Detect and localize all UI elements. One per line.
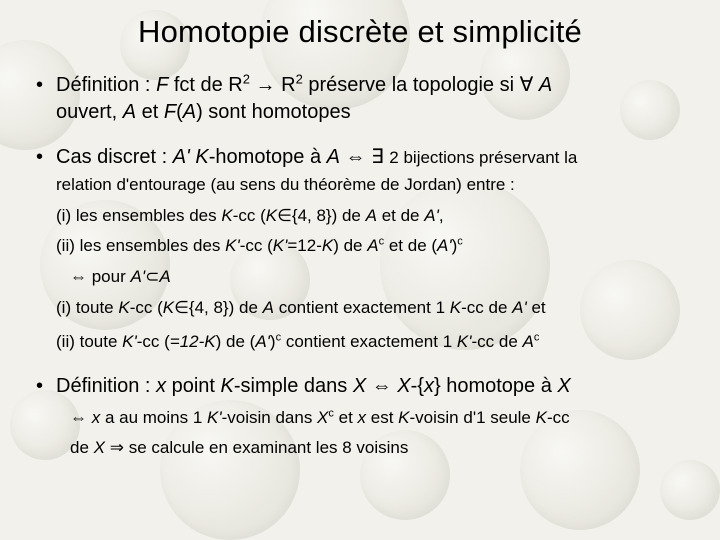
sub-i: (i) les ensembles des K-cc (K∈{4, 8}) de… [56,204,684,229]
bullet-definition-1: Définition : F fct de R2 → R2 préserve l… [36,72,684,126]
sub-pour: ⇔ pour A'⊂A [56,265,684,290]
sub-i2: (i) toute K-cc (K∈{4, 8}) de A contient … [56,296,684,321]
bullet-cas-discret: Cas discret : A' K-homotope à A ⇔ ∃ 2 bi… [36,144,684,355]
sub-ii2: (ii) toute K'-cc (=12-K) de (A')c contie… [56,330,684,355]
bullet-list: Définition : F fct de R2 → R2 préserve l… [36,72,684,461]
bullet-definition-2: Définition : x point K-simple dans X ⇔ X… [36,373,684,461]
sub-ii: (ii) les ensembles des K'-cc (K'=12-K) d… [56,234,684,259]
sub-def2-l2: ⇔ x a au moins 1 K'-voisin dans Xc et x … [56,406,684,431]
slide-title: Homotopie discrète et simplicité [36,14,684,50]
sub-def2-l3: de X ⇒ se calcule en examinant les 8 voi… [56,436,684,461]
sub-relation: relation d'entourage (au sens du théorèm… [56,173,684,198]
